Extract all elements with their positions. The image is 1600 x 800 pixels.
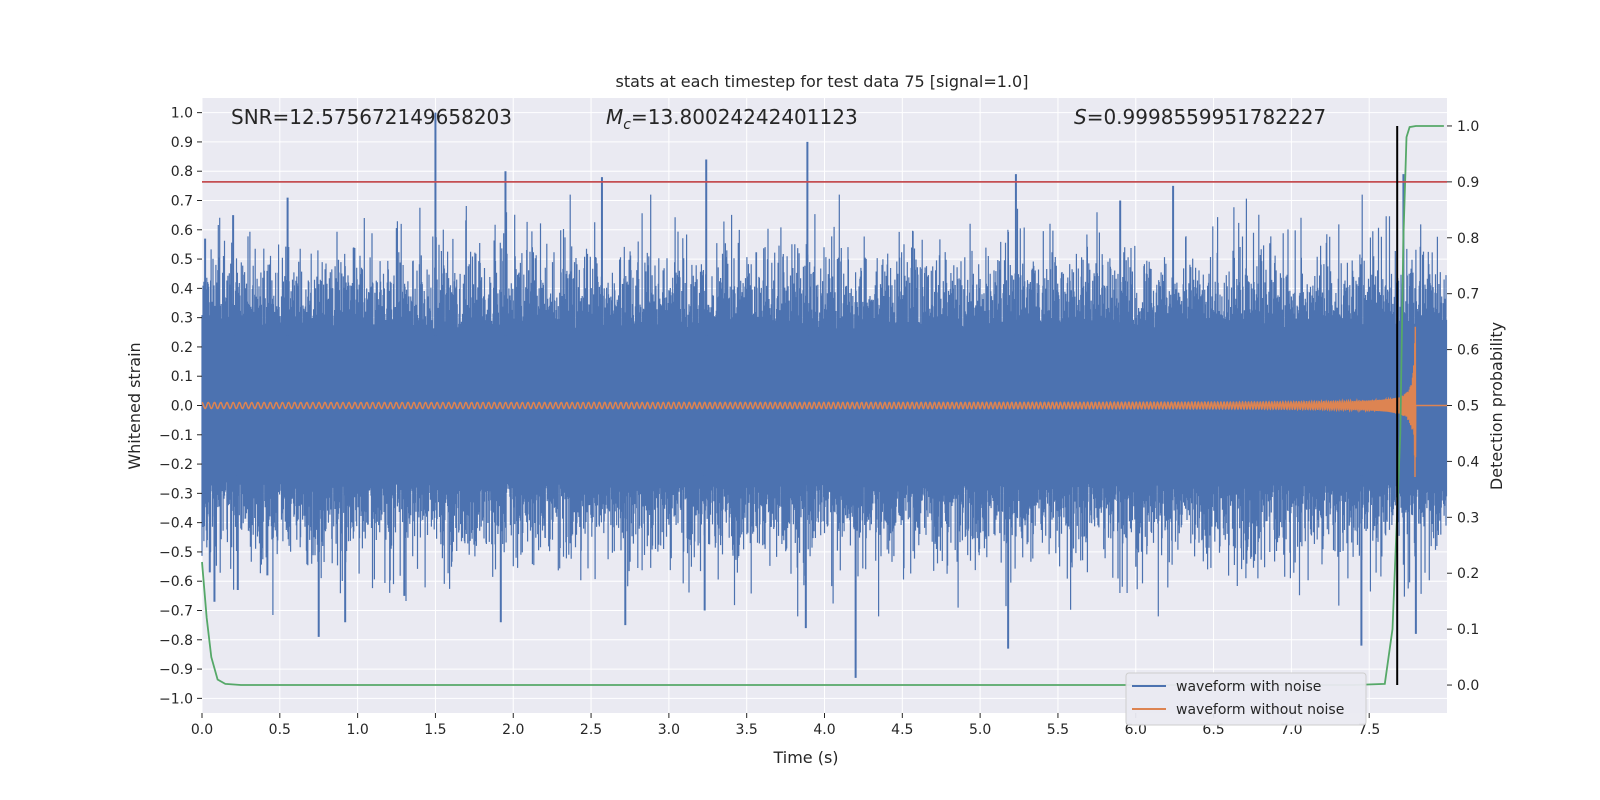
axes: 0.0 0.5 1.0 1.5 2.0 2.5 3.0 3.5 4.0 4.5 5.0 5.5 6.0 6… — [159, 106, 1479, 738]
x-tick-label: 3.5 — [736, 722, 758, 738]
y2-tick-label: 0.4 — [1457, 454, 1479, 470]
y-tick-label: 0.6 — [171, 223, 193, 239]
y-tick-label: −0.6 — [159, 574, 193, 590]
y-tick-label: −0.5 — [159, 545, 193, 561]
series-detection-probability — [201, 125, 1444, 686]
chirp-mass-symbol: M — [606, 105, 623, 129]
y-tick-label: 0.4 — [171, 281, 193, 297]
x-tick-label: 7.5 — [1358, 722, 1380, 738]
y-tick-label: −0.8 — [159, 633, 193, 649]
y2-tick-label: 0.7 — [1457, 287, 1479, 303]
y-tick-label: 0.3 — [171, 311, 193, 327]
x-tick-label: 2.5 — [580, 722, 602, 738]
series-waveform-without-noise — [201, 326, 1447, 478]
x-tick-label: 1.0 — [346, 722, 368, 738]
chirp-mass-annotation: Mc=13.80024242401123 — [606, 105, 858, 133]
y-tick-label: −0.7 — [159, 604, 193, 620]
y-tick-label: 0.2 — [171, 340, 193, 356]
chart-title: stats at each timestep for test data 75 … — [616, 72, 1029, 91]
x-tick-label: 4.0 — [813, 722, 835, 738]
x-tick-label: 1.5 — [424, 722, 446, 738]
legend: waveform with noise waveform without noi… — [1125, 672, 1367, 726]
y2-axis-label: Detection probability — [1487, 322, 1506, 490]
y-tick-label: 0.1 — [171, 369, 193, 385]
y-tick-label: −1.0 — [159, 691, 193, 707]
snr-annotation: SNR=12.575672149658203 — [231, 105, 512, 129]
y2-tick-label: 0.3 — [1457, 510, 1479, 526]
y2-tick-label: 0.9 — [1457, 175, 1479, 191]
y-tick-label: 0.8 — [171, 164, 193, 180]
x-tick-label: 0.0 — [191, 722, 213, 738]
y2-tick-label: 0.6 — [1457, 343, 1479, 359]
x-tick-label: 6.5 — [1202, 722, 1224, 738]
chirp-mass-subscript: c — [623, 117, 631, 133]
y-axis-label: Whitened strain — [125, 342, 144, 469]
x-tick-label: 4.5 — [891, 722, 913, 738]
y-tick-label: 1.0 — [171, 106, 193, 122]
score-annotation: S=0.9998559951782227 — [1074, 105, 1326, 129]
score-value: =0.9998559951782227 — [1087, 105, 1326, 129]
legend-label-clean: waveform without noise — [1176, 702, 1344, 718]
y-tick-label: −0.4 — [159, 516, 193, 532]
y-tick-label: −0.1 — [159, 428, 193, 444]
y-tick-label: 0.5 — [171, 252, 193, 268]
x-tick-label: 3.0 — [658, 722, 680, 738]
probability-trace — [201, 125, 1444, 686]
y-tick-label: 0.0 — [171, 399, 193, 415]
score-symbol: S — [1074, 105, 1087, 129]
legend-box — [1125, 672, 1367, 726]
chirp-mass-value: =13.80024242401123 — [631, 105, 858, 129]
x-tick-label: 5.0 — [969, 722, 991, 738]
y-tick-label: −0.9 — [159, 662, 193, 678]
y-tick-label: −0.3 — [159, 486, 193, 502]
x-tick-label: 0.5 — [269, 722, 291, 738]
reference-lines — [202, 125, 1447, 686]
y2-tick-label: 0.2 — [1457, 566, 1479, 582]
clean-trace — [201, 326, 1447, 478]
x-tick-label: 5.5 — [1047, 722, 1069, 738]
y2-tick-label: 1.0 — [1457, 119, 1479, 135]
y2-tick-label: 0.0 — [1457, 678, 1479, 694]
x-tick-label: 7.0 — [1280, 722, 1302, 738]
x-tick-label: 2.0 — [502, 722, 524, 738]
y2-tick-label: 0.5 — [1457, 399, 1479, 415]
y2-tick-label: 0.1 — [1457, 622, 1479, 638]
y-tick-label: 0.7 — [171, 194, 193, 210]
legend-label-noise: waveform with noise — [1176, 679, 1321, 695]
x-tick-label: 6.0 — [1125, 722, 1147, 738]
y2-tick-label: 0.8 — [1457, 231, 1479, 247]
y-tick-label: −0.2 — [159, 457, 193, 473]
x-axis-label: Time (s) — [772, 748, 838, 767]
y-tick-label: 0.9 — [171, 135, 193, 151]
